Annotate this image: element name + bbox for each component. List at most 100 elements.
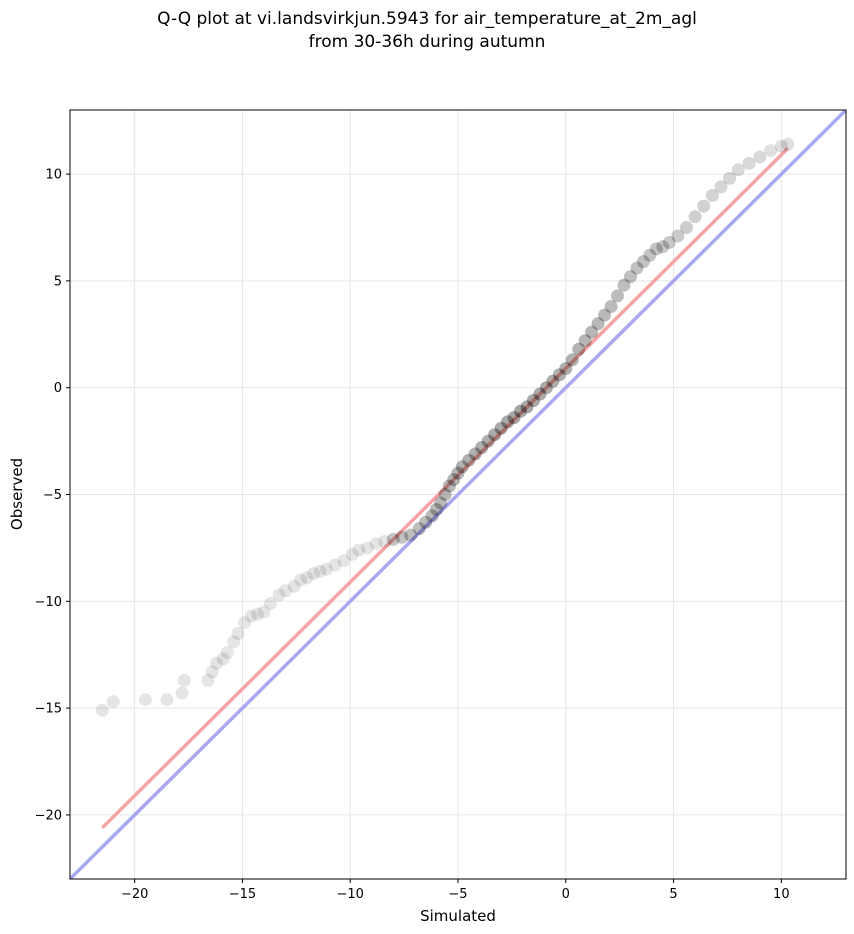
data-point bbox=[598, 308, 612, 322]
x-axis-label: Simulated bbox=[420, 907, 496, 925]
y-tick-label: 5 bbox=[54, 274, 62, 289]
data-point bbox=[623, 270, 637, 284]
data-point bbox=[395, 530, 409, 544]
data-point bbox=[272, 588, 286, 602]
data-point bbox=[244, 609, 258, 623]
data-point bbox=[320, 562, 334, 576]
data-point bbox=[572, 342, 586, 356]
data-point bbox=[507, 411, 521, 425]
data-point bbox=[539, 381, 553, 395]
chart-title-line1: Q-Q plot at vi.landsvirkjun.5943 for air… bbox=[157, 9, 697, 29]
data-point bbox=[313, 564, 327, 578]
x-tick-label: 5 bbox=[669, 887, 677, 902]
data-point bbox=[378, 534, 392, 548]
data-point bbox=[434, 496, 448, 510]
data-point bbox=[662, 235, 676, 249]
data-point bbox=[307, 567, 321, 581]
data-point bbox=[425, 509, 439, 523]
data-point bbox=[447, 473, 461, 487]
data-point bbox=[481, 434, 495, 448]
data-point bbox=[177, 673, 191, 687]
data-point bbox=[95, 703, 109, 717]
data-point bbox=[294, 573, 308, 587]
data-point bbox=[636, 255, 650, 269]
reference-line bbox=[70, 110, 846, 879]
data-point bbox=[227, 635, 241, 649]
data-point bbox=[216, 652, 230, 666]
data-point bbox=[494, 421, 508, 435]
data-point bbox=[175, 686, 189, 700]
data-point bbox=[257, 605, 271, 619]
data-point bbox=[671, 229, 685, 243]
x-tick-label: 10 bbox=[773, 887, 790, 902]
data-point bbox=[279, 584, 293, 598]
ticks: −20 −15 −10 −5 0 5 10 −20 −15 −10 −5 0 5 10 bbox=[35, 168, 790, 902]
data-point bbox=[643, 248, 657, 262]
data-point bbox=[742, 156, 756, 170]
data-point bbox=[501, 415, 515, 429]
y-tick-label: −10 bbox=[35, 595, 62, 610]
y-tick-label: 10 bbox=[45, 168, 62, 183]
data-point bbox=[578, 334, 592, 348]
data-point bbox=[412, 522, 426, 536]
data-point bbox=[360, 541, 374, 555]
data-point bbox=[617, 278, 631, 292]
data-point bbox=[753, 150, 767, 164]
data-point bbox=[565, 353, 579, 367]
data-point bbox=[697, 199, 711, 213]
data-point bbox=[714, 180, 728, 194]
data-point bbox=[337, 554, 351, 568]
data-point bbox=[138, 693, 152, 707]
data-point bbox=[106, 695, 120, 709]
x-tick-label: −20 bbox=[121, 887, 148, 902]
data-point bbox=[201, 673, 215, 687]
y-tick-label: −5 bbox=[43, 488, 62, 503]
data-point bbox=[546, 374, 560, 388]
data-point bbox=[611, 289, 625, 303]
y-tick-label: −20 bbox=[35, 808, 62, 823]
x-tick-label: −10 bbox=[337, 887, 364, 902]
data-point bbox=[352, 543, 366, 557]
data-point bbox=[705, 188, 719, 202]
data-point bbox=[559, 361, 573, 375]
data-point bbox=[468, 447, 482, 461]
data-point bbox=[451, 466, 465, 480]
data-point bbox=[345, 547, 359, 561]
data-point bbox=[404, 528, 418, 542]
data-point bbox=[438, 488, 452, 501]
data-point bbox=[679, 220, 693, 234]
data-point bbox=[238, 616, 252, 630]
data-point bbox=[160, 693, 174, 707]
data-point bbox=[300, 571, 314, 585]
data-point bbox=[514, 404, 528, 418]
x-tick-label: −15 bbox=[229, 887, 256, 902]
data-point bbox=[205, 665, 219, 679]
data-point bbox=[429, 502, 443, 516]
fit-line bbox=[101, 147, 790, 829]
data-point bbox=[369, 537, 383, 551]
data-point bbox=[488, 428, 502, 442]
data-point bbox=[656, 240, 670, 254]
x-tick-label: 0 bbox=[562, 887, 570, 902]
data-point bbox=[533, 387, 547, 401]
data-point bbox=[419, 515, 433, 529]
points bbox=[95, 137, 795, 717]
data-point bbox=[263, 596, 277, 610]
data-point bbox=[526, 394, 540, 408]
data-point bbox=[781, 137, 795, 151]
data-point bbox=[604, 300, 618, 314]
data-point bbox=[231, 626, 245, 640]
data-point bbox=[442, 479, 456, 493]
data-point bbox=[462, 453, 476, 467]
data-point bbox=[585, 325, 599, 339]
data-point bbox=[649, 242, 663, 256]
data-point bbox=[731, 163, 745, 177]
chart-title-line2: from 30-36h during autumn bbox=[308, 32, 546, 52]
data-point bbox=[688, 210, 702, 224]
data-point bbox=[764, 144, 778, 158]
data-point bbox=[774, 139, 788, 153]
y-tick-label: −15 bbox=[35, 702, 62, 717]
data-point bbox=[251, 607, 265, 621]
